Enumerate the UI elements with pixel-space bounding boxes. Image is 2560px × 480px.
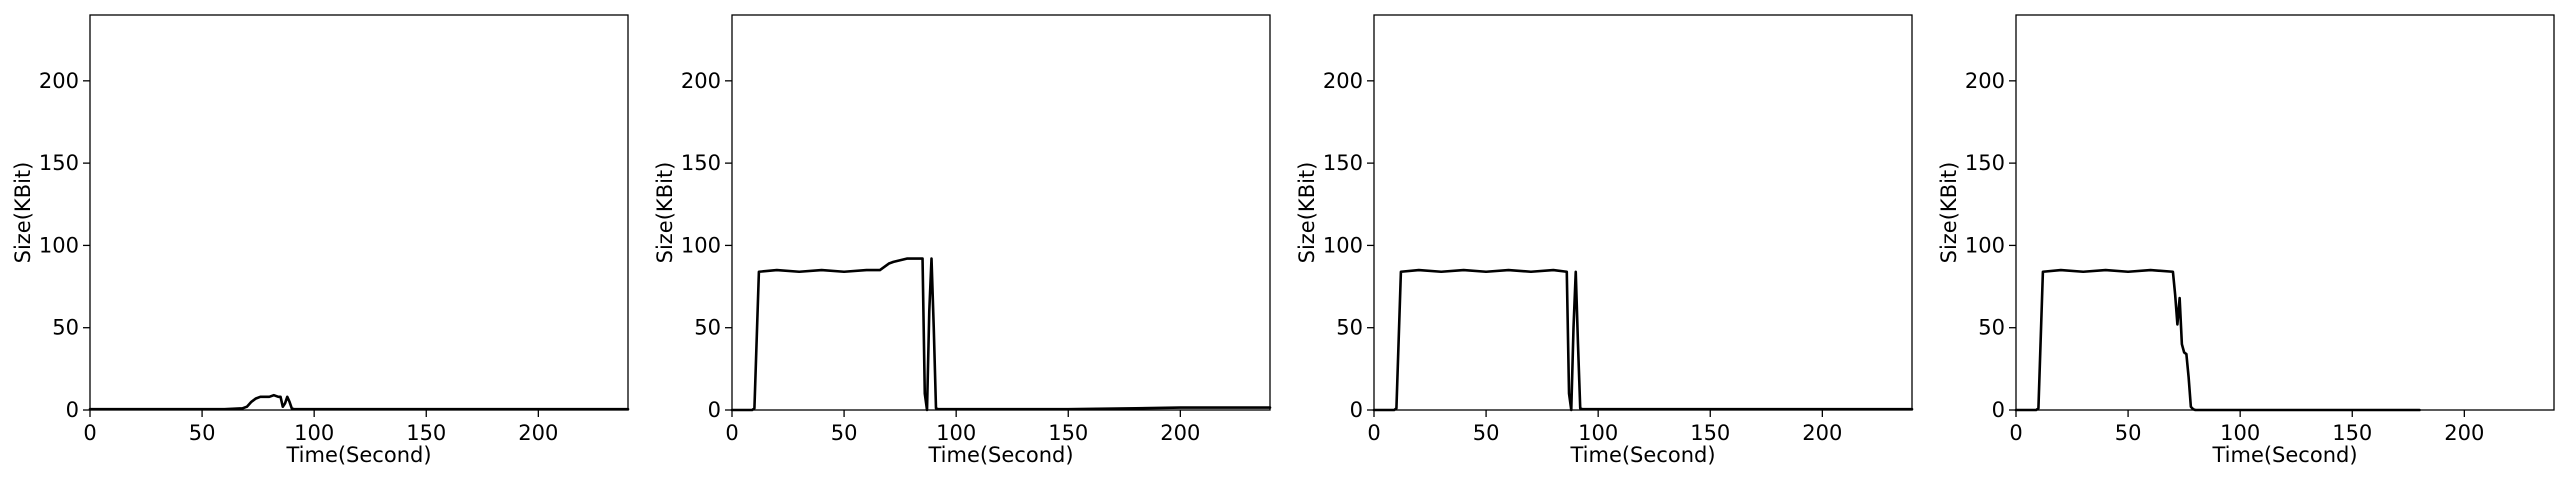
y-tick-label: 100 bbox=[681, 233, 721, 257]
series-line bbox=[2014, 268, 2421, 412]
x-axis-label: Time(Second) bbox=[927, 443, 1073, 467]
x-tick-label: 50 bbox=[1473, 421, 1500, 445]
y-tick-label: 0 bbox=[708, 398, 721, 422]
y-tick-label: 200 bbox=[39, 69, 79, 93]
x-tick-label: 100 bbox=[294, 421, 334, 445]
chart-panel-4: 0 50 100 150 200 0 50 100 150 200 Time(Second) Size… bbox=[1937, 14, 2555, 467]
y-tick-label: 150 bbox=[1323, 151, 1363, 175]
y-axis-label: Size(KBit) bbox=[11, 162, 35, 264]
series-line bbox=[88, 393, 630, 411]
chart-panel-2: 0 50 100 150 200 0 50 100 150 200 Time(Second) Size… bbox=[653, 14, 1272, 467]
y-tick-label: 50 bbox=[52, 316, 79, 340]
series-line bbox=[730, 257, 1272, 412]
x-tick-label: 0 bbox=[725, 421, 738, 445]
y-tick-label: 50 bbox=[1978, 316, 2005, 340]
x-tick-label: 150 bbox=[406, 421, 446, 445]
x-tick-label: 100 bbox=[936, 421, 976, 445]
y-tick-label: 50 bbox=[1336, 316, 1363, 340]
plot-frame bbox=[89, 14, 629, 411]
x-tick-label: 100 bbox=[1578, 421, 1618, 445]
plot-frame bbox=[2015, 14, 2555, 411]
chart-panels: 0 50 100 150 200 0 50 100 150 200 Time(Second) Size… bbox=[11, 14, 2555, 467]
x-tick-label: 200 bbox=[2444, 421, 2484, 445]
x-tick-label: 200 bbox=[518, 421, 558, 445]
plot-frame bbox=[1373, 14, 1913, 411]
y-axis-label: Size(KBit) bbox=[653, 162, 677, 264]
x-tick-label: 50 bbox=[189, 421, 216, 445]
x-axis-label: Time(Second) bbox=[2211, 443, 2357, 467]
x-tick-label: 0 bbox=[83, 421, 96, 445]
y-tick-label: 0 bbox=[66, 398, 79, 422]
y-tick-label: 150 bbox=[681, 151, 721, 175]
y-axis-label: Size(KBit) bbox=[1937, 162, 1961, 264]
y-tick-label: 200 bbox=[1323, 69, 1363, 93]
chart-panel-3: 0 50 100 150 200 0 50 100 150 200 Time(Second) Size… bbox=[1295, 14, 1914, 467]
chart-panel-1: 0 50 100 150 200 0 50 100 150 200 Time(Second) Size… bbox=[11, 14, 630, 467]
y-tick-label: 200 bbox=[1965, 69, 2005, 93]
series-line bbox=[1372, 268, 1914, 412]
y-axis-label: Size(KBit) bbox=[1295, 162, 1319, 264]
x-axis-label: Time(Second) bbox=[1569, 443, 1715, 467]
x-tick-label: 50 bbox=[831, 421, 858, 445]
y-tick-label: 100 bbox=[39, 233, 79, 257]
x-tick-label: 100 bbox=[2220, 421, 2260, 445]
x-tick-label: 200 bbox=[1802, 421, 1842, 445]
y-tick-label: 50 bbox=[694, 316, 721, 340]
x-tick-label: 0 bbox=[2009, 421, 2022, 445]
x-tick-label: 50 bbox=[2115, 421, 2142, 445]
y-tick-label: 100 bbox=[1965, 233, 2005, 257]
y-tick-label: 150 bbox=[39, 151, 79, 175]
x-tick-label: 0 bbox=[1367, 421, 1380, 445]
y-tick-label: 0 bbox=[1350, 398, 1363, 422]
x-tick-label: 150 bbox=[2332, 421, 2372, 445]
plot-frame bbox=[731, 14, 1271, 411]
x-tick-label: 150 bbox=[1690, 421, 1730, 445]
y-tick-label: 200 bbox=[681, 69, 721, 93]
y-tick-label: 100 bbox=[1323, 233, 1363, 257]
y-tick-label: 0 bbox=[1992, 398, 2005, 422]
y-tick-label: 150 bbox=[1965, 151, 2005, 175]
x-axis-label: Time(Second) bbox=[285, 443, 431, 467]
x-tick-label: 150 bbox=[1048, 421, 1088, 445]
x-tick-label: 200 bbox=[1160, 421, 1200, 445]
